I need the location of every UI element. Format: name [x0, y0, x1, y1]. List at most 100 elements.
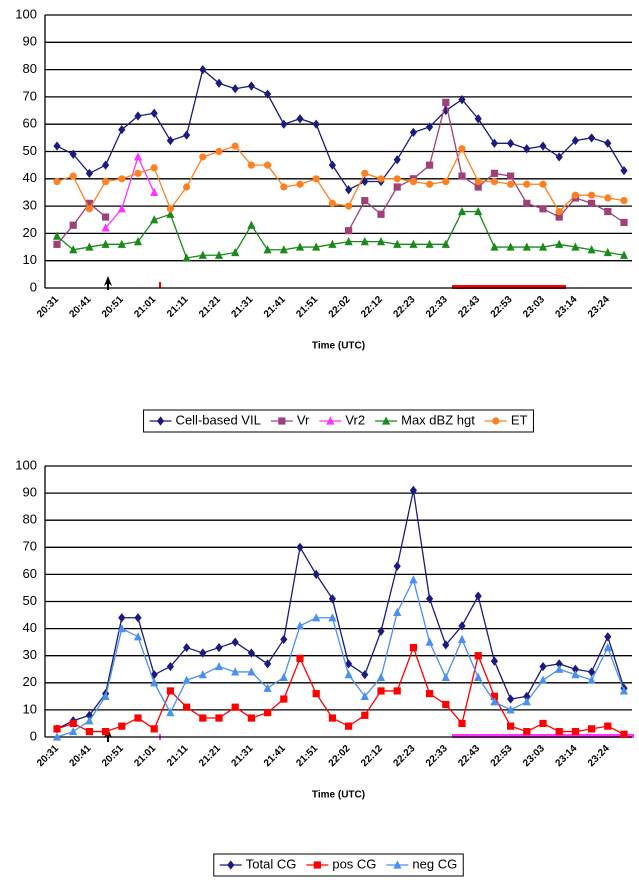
x-tick-label: 23:03 — [521, 743, 547, 769]
marker — [458, 719, 466, 728]
marker — [458, 172, 466, 180]
x-tick-label: 22:33 — [424, 743, 450, 769]
marker — [490, 138, 498, 148]
marker — [150, 670, 158, 680]
marker — [214, 661, 224, 671]
marker — [604, 632, 612, 642]
x-tick-label: 23:14 — [554, 743, 580, 769]
marker — [101, 223, 110, 232]
marker — [280, 119, 288, 129]
marker — [571, 664, 579, 674]
marker — [295, 242, 305, 251]
marker — [296, 542, 304, 552]
marker — [555, 659, 563, 669]
marker — [247, 714, 255, 722]
marker — [361, 169, 369, 177]
y-tick-label: 10 — [23, 252, 37, 267]
marker — [118, 125, 126, 135]
marker — [604, 722, 612, 730]
marker — [426, 594, 434, 604]
marker — [312, 242, 321, 251]
marker — [328, 594, 336, 604]
marker — [264, 161, 272, 169]
marker — [426, 690, 434, 698]
marker — [182, 675, 191, 684]
marker — [199, 153, 207, 161]
marker — [555, 664, 564, 673]
marker — [215, 147, 223, 156]
y-tick-label: 10 — [23, 701, 37, 716]
marker — [393, 860, 402, 869]
marker — [474, 183, 482, 191]
x-tick-label: 21:31 — [230, 743, 256, 769]
marker — [117, 239, 126, 248]
marker — [231, 84, 239, 94]
marker — [523, 691, 531, 701]
x-tick-label: 23:24 — [586, 743, 612, 769]
marker — [376, 672, 386, 681]
marker — [247, 648, 255, 658]
marker — [603, 642, 612, 652]
marker — [166, 708, 175, 717]
marker — [295, 621, 305, 630]
x-tick-label: 20:41 — [68, 294, 94, 320]
marker — [604, 207, 612, 216]
x-tick-label: 20:31 — [35, 743, 61, 769]
marker — [376, 236, 386, 246]
marker — [150, 187, 159, 197]
marker — [377, 210, 385, 218]
series-line — [56, 490, 625, 730]
marker — [134, 714, 142, 722]
marker — [326, 416, 335, 425]
marker — [588, 199, 596, 207]
marker — [360, 691, 369, 700]
x-tick-label: 21:11 — [165, 743, 191, 769]
marker — [312, 175, 320, 183]
y-tick-label: 70 — [23, 539, 37, 554]
marker — [345, 659, 353, 669]
marker — [166, 687, 174, 695]
marker — [85, 205, 93, 213]
legend: Total CG pos CG neg CG — [213, 853, 464, 877]
marker — [134, 111, 142, 121]
marker — [53, 725, 61, 733]
x-tick-label: 21:01 — [132, 294, 158, 320]
marker — [490, 177, 498, 186]
marker — [279, 245, 288, 254]
y-tick-label: 50 — [23, 143, 37, 158]
marker — [588, 667, 596, 677]
marker — [393, 175, 401, 183]
x-tick-label: 21:41 — [262, 294, 288, 320]
marker — [85, 168, 93, 178]
marker — [507, 138, 515, 148]
marker — [247, 220, 256, 229]
marker — [328, 160, 336, 170]
marker — [425, 637, 434, 646]
series-line — [56, 210, 625, 259]
y-tick-label: 20 — [23, 674, 37, 689]
y-tick-label: 100 — [15, 6, 37, 21]
marker — [360, 236, 369, 246]
x-tick-label: 20:51 — [100, 743, 126, 769]
marker — [555, 213, 563, 221]
marker — [538, 675, 548, 684]
marker — [426, 122, 434, 132]
marker — [507, 722, 515, 730]
marker — [409, 239, 418, 248]
x-tick-label: 21:21 — [197, 294, 223, 320]
marker — [263, 683, 272, 692]
marker — [490, 697, 499, 706]
marker — [474, 591, 482, 601]
legend-item: neg CG — [386, 856, 457, 871]
marker — [361, 197, 369, 205]
marker — [312, 690, 320, 698]
marker — [214, 250, 224, 259]
marker — [183, 183, 191, 191]
series-line — [56, 645, 625, 735]
marker — [280, 634, 288, 645]
y-tick-label: 30 — [23, 647, 37, 662]
marker — [150, 725, 158, 733]
marker — [588, 191, 596, 199]
y-tick-label: 30 — [23, 198, 37, 213]
